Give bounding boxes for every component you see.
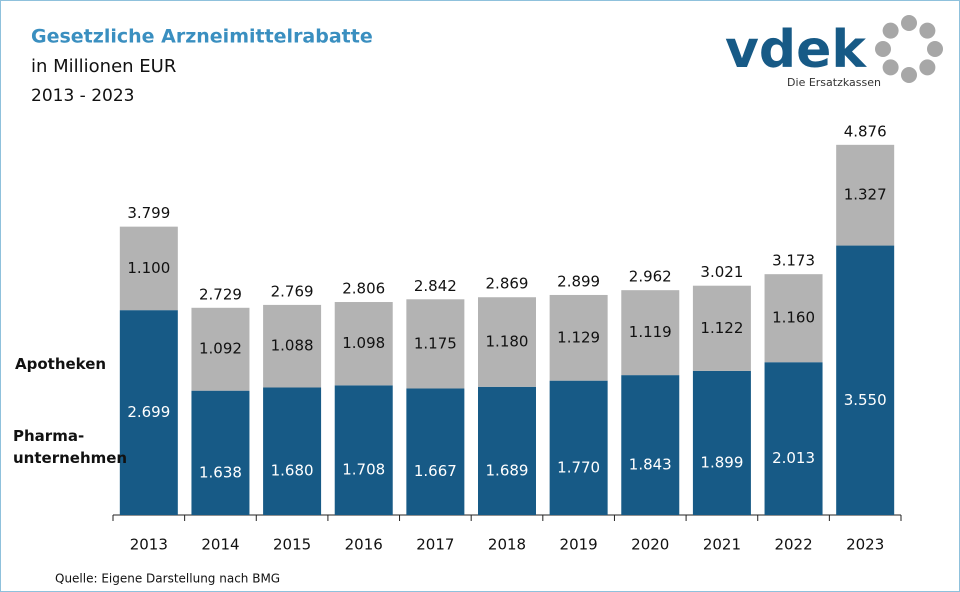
bar-segment [191, 307, 250, 391]
bar-segment [764, 362, 823, 515]
data-label: 1.088 [271, 337, 314, 355]
logo-dot [875, 41, 891, 57]
logo-dot [882, 22, 899, 39]
total-label: 4.876 [844, 122, 887, 140]
logo-dot [919, 22, 936, 39]
bar-segment [764, 274, 823, 363]
x-tick-label: 2014 [201, 536, 239, 554]
data-label: 1.092 [199, 340, 242, 358]
chart-subtitle: in Millionen EUR [31, 56, 176, 77]
data-label: 2.013 [772, 449, 815, 467]
logo-dot [927, 41, 943, 57]
total-label: 2.842 [414, 277, 457, 295]
data-label: 1.899 [700, 453, 743, 471]
x-tick-label: 2018 [488, 536, 526, 554]
bar-segment [836, 144, 895, 246]
data-label: 1.180 [486, 333, 529, 351]
source: Quelle: Eigene Darstellung nach BMG [55, 572, 280, 586]
bar-segment [334, 385, 393, 515]
logo-dot [901, 15, 917, 31]
total-label: 2.769 [271, 282, 314, 300]
x-tick-label: 2021 [703, 536, 741, 554]
data-label: 1.160 [772, 309, 815, 327]
data-label: 1.680 [271, 462, 314, 480]
data-label: 1.708 [342, 461, 385, 479]
data-label: 1.100 [127, 259, 170, 277]
bar-segment [692, 370, 751, 515]
x-tick-label: 2017 [416, 536, 454, 554]
x-tick-label: 2013 [130, 536, 168, 554]
bar-segment [406, 299, 465, 389]
logo-dot [901, 67, 917, 83]
x-tick-label: 2015 [273, 536, 311, 554]
bar-segment [549, 294, 608, 381]
data-label: 1.689 [486, 461, 529, 479]
data-label: 3.550 [844, 391, 887, 409]
logo-dots [875, 15, 943, 83]
total-label: 2.962 [629, 268, 672, 286]
bar-segment [836, 245, 895, 515]
x-tick-label: 2020 [631, 536, 669, 554]
total-label: 3.021 [700, 263, 743, 281]
total-label: 2.729 [199, 285, 242, 303]
data-label: 1.122 [700, 319, 743, 337]
chart-period: 2013 - 2023 [31, 86, 134, 106]
total-label: 2.869 [486, 275, 529, 293]
chart-title: Gesetzliche Arzneimittelrabatte [31, 26, 373, 48]
bar-segment [406, 388, 465, 515]
bar-segment [621, 375, 680, 515]
bar-segment [549, 380, 608, 515]
logo-dot [882, 59, 899, 76]
data-label: 1.667 [414, 462, 457, 480]
data-label: 1.638 [199, 463, 242, 481]
bar-segment [334, 302, 393, 386]
x-tick-label: 2023 [846, 536, 884, 554]
data-label: 1.843 [629, 456, 672, 474]
total-label: 2.806 [342, 280, 385, 298]
legend-label: Pharma- unternehmen [13, 427, 128, 467]
logo-text: vdek [725, 20, 867, 80]
bar-segment [478, 297, 536, 387]
data-label: 1.119 [629, 323, 672, 341]
legend-label: Apotheken [15, 355, 107, 373]
data-label: 1.770 [557, 458, 600, 476]
x-tick-label: 2019 [560, 536, 598, 554]
x-tick-label: 2016 [345, 536, 383, 554]
total-label: 2.899 [557, 272, 600, 290]
total-label: 3.799 [127, 204, 170, 222]
data-label: 2.699 [127, 403, 170, 421]
bar-segment [621, 290, 680, 376]
logo-tagline: Die Ersatzkassen [787, 76, 881, 89]
bar-segment [478, 386, 536, 515]
data-label: 1.098 [342, 334, 385, 352]
bar-segment [191, 390, 250, 515]
x-tick-label: 2022 [774, 536, 812, 554]
bar-segment [263, 304, 322, 388]
total-label: 3.173 [772, 252, 815, 270]
bar-segment [119, 310, 178, 515]
bar-segment [692, 285, 751, 371]
logo-dot [919, 59, 936, 76]
bar-segment [263, 387, 322, 515]
data-label: 1.327 [844, 186, 887, 204]
data-label: 1.175 [414, 334, 457, 352]
data-label: 1.129 [557, 328, 600, 346]
bar-segment [119, 226, 178, 311]
